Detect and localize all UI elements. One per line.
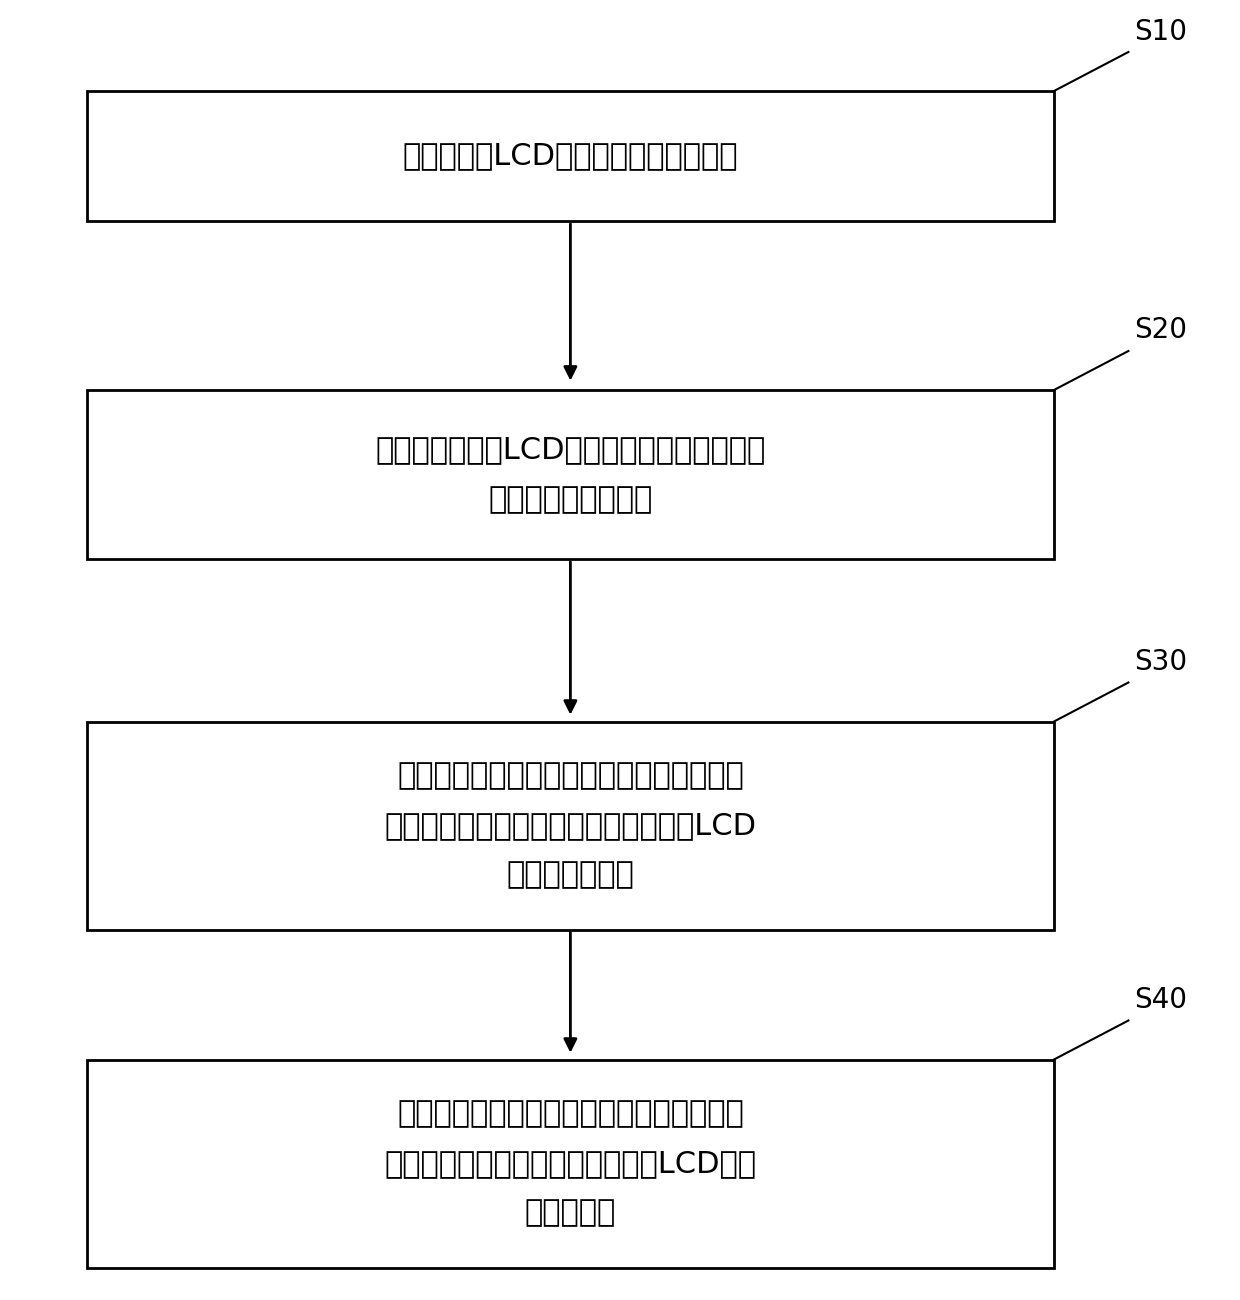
FancyBboxPatch shape [87, 91, 1054, 221]
Text: S10: S10 [1135, 17, 1188, 46]
Text: 条件的质检结果，作为所述待检验LCD的预: 条件的质检结果，作为所述待检验LCD的预 [384, 1149, 756, 1178]
Text: 确定所述待检验LCD的制程参数，与预存的历: 确定所述待检验LCD的制程参数，与预存的历 [376, 436, 765, 464]
Text: S40: S40 [1135, 985, 1188, 1014]
Text: S30: S30 [1135, 647, 1188, 676]
Text: 对应的质检结果: 对应的质检结果 [506, 861, 635, 889]
FancyBboxPatch shape [87, 722, 1054, 930]
Text: 从所述匹配的质检结果中，提取出满足预设: 从所述匹配的质检结果中，提取出满足预设 [397, 1100, 744, 1128]
Text: 参数对应的质检结果，匹配所述待检验LCD: 参数对应的质检结果，匹配所述待检验LCD [384, 811, 756, 840]
Text: 基于所述相似度，结合预存的所述历史制程: 基于所述相似度，结合预存的所述历史制程 [397, 762, 744, 790]
Text: 测质检结果: 测质检结果 [525, 1199, 616, 1227]
FancyBboxPatch shape [87, 1060, 1054, 1268]
Text: S20: S20 [1135, 316, 1188, 344]
FancyBboxPatch shape [87, 390, 1054, 559]
Text: 史制程参数的相似度: 史制程参数的相似度 [489, 485, 652, 514]
Text: 获取待检验LCD液晶显示屏的制程参数: 获取待检验LCD液晶显示屏的制程参数 [403, 142, 738, 170]
